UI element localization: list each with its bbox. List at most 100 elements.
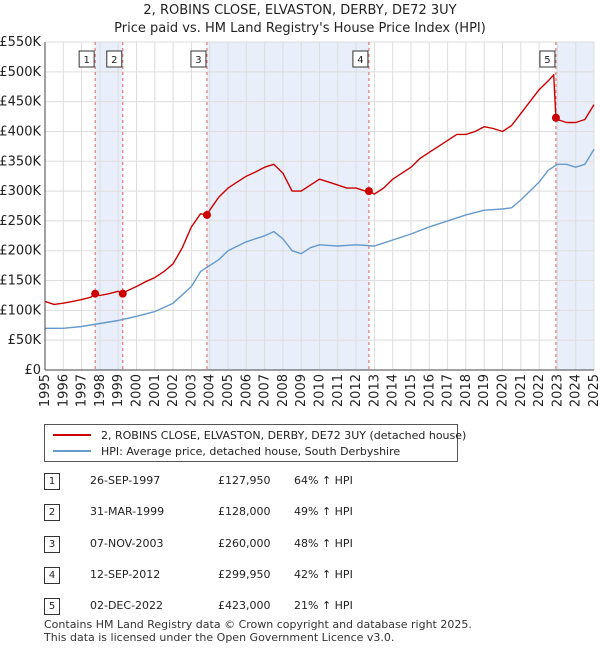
x-tick-label: 2013 (367, 374, 382, 407)
x-tick-label: 1997 (75, 374, 90, 407)
sale-number-badge: 3 (44, 536, 60, 553)
sale-points (91, 113, 560, 298)
sale-marker-box (78, 50, 95, 68)
hpi-line (45, 148, 595, 329)
x-tick-label: 1995 (38, 374, 53, 407)
footer-copyright: Contains HM Land Registry data © Crown c… (44, 618, 472, 631)
y-tick-label: £200K (0, 244, 41, 259)
chart-title: 2, ROBINS CLOSE, ELVASTON, DERBY, DE72 3… (143, 3, 457, 18)
sale-hpi-change: 21% ↑ HPI (294, 599, 353, 612)
sale-price: £423,000 (218, 599, 271, 612)
sale-marker-number: 1 (83, 55, 89, 66)
price-chart: £0 £50K £100K £150K £200K £250K £300K £350K £400… (0, 35, 600, 407)
sale-price: £128,000 (218, 505, 271, 518)
shaded-range (555, 42, 594, 370)
y-tick-label: £550K (0, 35, 41, 50)
x-tick-label: 2008 (276, 374, 291, 407)
sale-marker-number: 3 (195, 55, 201, 66)
chart-legend: 2, ROBINS CLOSE, ELVASTON, DERBY, DE72 3… (44, 424, 466, 462)
property-price-line (44, 74, 595, 306)
shaded-range (206, 42, 369, 370)
chart-title-block: 2, ROBINS CLOSE, ELVASTON, DERBY, DE72 3… (0, 2, 600, 38)
sale-date: 07-NOV-2003 (90, 537, 164, 550)
x-tick-label: 2024 (569, 374, 584, 407)
x-tick-label: 2007 (258, 374, 273, 407)
sale-marker-labels: 1 2 3 4 5 (78, 50, 556, 68)
sale-hpi-change: 64% ↑ HPI (294, 474, 353, 487)
sale-date: 12-SEP-2012 (90, 568, 161, 581)
x-tick-label: 2009 (294, 374, 309, 407)
sale-price: £260,000 (218, 537, 271, 550)
sale-date: 02-DEC-2022 (90, 599, 164, 612)
grid-lines (44, 41, 595, 371)
sale-price: £127,950 (218, 474, 271, 487)
shaded-ranges (95, 42, 594, 370)
legend-item-hpi: HPI: Average price, detached house, Sout… (53, 443, 400, 459)
sale-marker-number: 2 (111, 55, 117, 66)
sale-marker-box (106, 50, 123, 68)
x-tick-label: 2000 (130, 374, 145, 407)
chart-subtitle: Price paid vs. HM Land Registry's House … (114, 21, 486, 36)
legend-item-property: 2, ROBINS CLOSE, ELVASTON, DERBY, DE72 3… (53, 427, 466, 443)
sale-point (118, 289, 127, 298)
sale-point (364, 187, 373, 196)
y-tick-label: £250K (0, 214, 41, 229)
y-tick-label: £450K (0, 95, 41, 110)
x-tick-label: 2012 (349, 374, 364, 407)
x-tick-label: 2018 (459, 374, 474, 407)
sale-point (551, 113, 560, 122)
sale-price: £299,950 (218, 568, 271, 581)
legend-swatch-hpi (53, 450, 91, 452)
sale-number-badge: 5 (44, 598, 60, 615)
y-tick-label: £300K (0, 184, 41, 199)
x-tick-label: 2002 (166, 374, 181, 407)
y-tick-label: £100K (0, 303, 41, 318)
sale-number-badge: 2 (44, 504, 60, 521)
x-tick-label: 2023 (550, 374, 565, 407)
x-tick-label: 2016 (422, 374, 437, 407)
x-tick-label: 2005 (221, 374, 236, 407)
x-tick-label: 1996 (56, 374, 71, 407)
sale-row: 5 02-DEC-2022 £423,000 21% ↑ HPI (44, 597, 384, 617)
y-tick-label: £150K (0, 274, 41, 289)
footer-attribution: Contains HM Land Registry data © Crown c… (44, 618, 472, 644)
footer-license: This data is licensed under the Open Gov… (44, 631, 395, 644)
sale-marker-box (190, 50, 207, 68)
sale-marker-number: 4 (357, 55, 363, 66)
x-tick-label: 1999 (111, 374, 126, 407)
x-tick-label: 1998 (93, 374, 108, 407)
x-tick-label: 2019 (477, 374, 492, 407)
x-tick-label: 2020 (496, 374, 511, 407)
sale-hpi-change: 48% ↑ HPI (294, 537, 353, 550)
sale-row: 1 26-SEP-1997 £127,950 64% ↑ HPI (44, 472, 384, 492)
sale-hpi-change: 42% ↑ HPI (294, 568, 353, 581)
y-tick-label: £350K (0, 154, 41, 169)
sale-point (91, 289, 100, 298)
sale-marker-number: 5 (544, 55, 550, 66)
y-tick-label: £400K (0, 124, 41, 139)
sale-marker-box (352, 50, 369, 68)
axes: £0 £50K £100K £150K £200K £250K £300K £350K £400… (0, 35, 600, 407)
x-tick-label: 2014 (386, 374, 401, 407)
x-tick-label: 2010 (313, 374, 328, 407)
sale-hpi-change: 49% ↑ HPI (294, 505, 353, 518)
sale-number-badge: 1 (44, 473, 60, 490)
x-tick-label: 2025 (587, 374, 600, 407)
x-tick-label: 2003 (184, 374, 199, 407)
x-tick-label: 2011 (331, 374, 346, 407)
legend-label-property: 2, ROBINS CLOSE, ELVASTON, DERBY, DE72 3… (101, 428, 467, 442)
x-tick-label: 2015 (404, 374, 419, 407)
x-tick-label: 2017 (441, 374, 456, 407)
y-tick-label: £500K (0, 65, 41, 80)
x-tick-label: 2022 (532, 374, 547, 407)
sale-point (202, 210, 211, 219)
x-tick-label: 2021 (514, 374, 529, 407)
sale-row: 2 31-MAR-1999 £128,000 49% ↑ HPI (44, 503, 384, 523)
legend-swatch-property (53, 434, 91, 436)
y-tick-label: £0 (24, 363, 41, 378)
sale-date: 26-SEP-1997 (90, 474, 161, 487)
sale-number-badge: 4 (44, 567, 60, 584)
sale-marker-box (539, 50, 556, 68)
series-lines (44, 74, 595, 329)
x-tick-label: 2004 (203, 374, 218, 407)
